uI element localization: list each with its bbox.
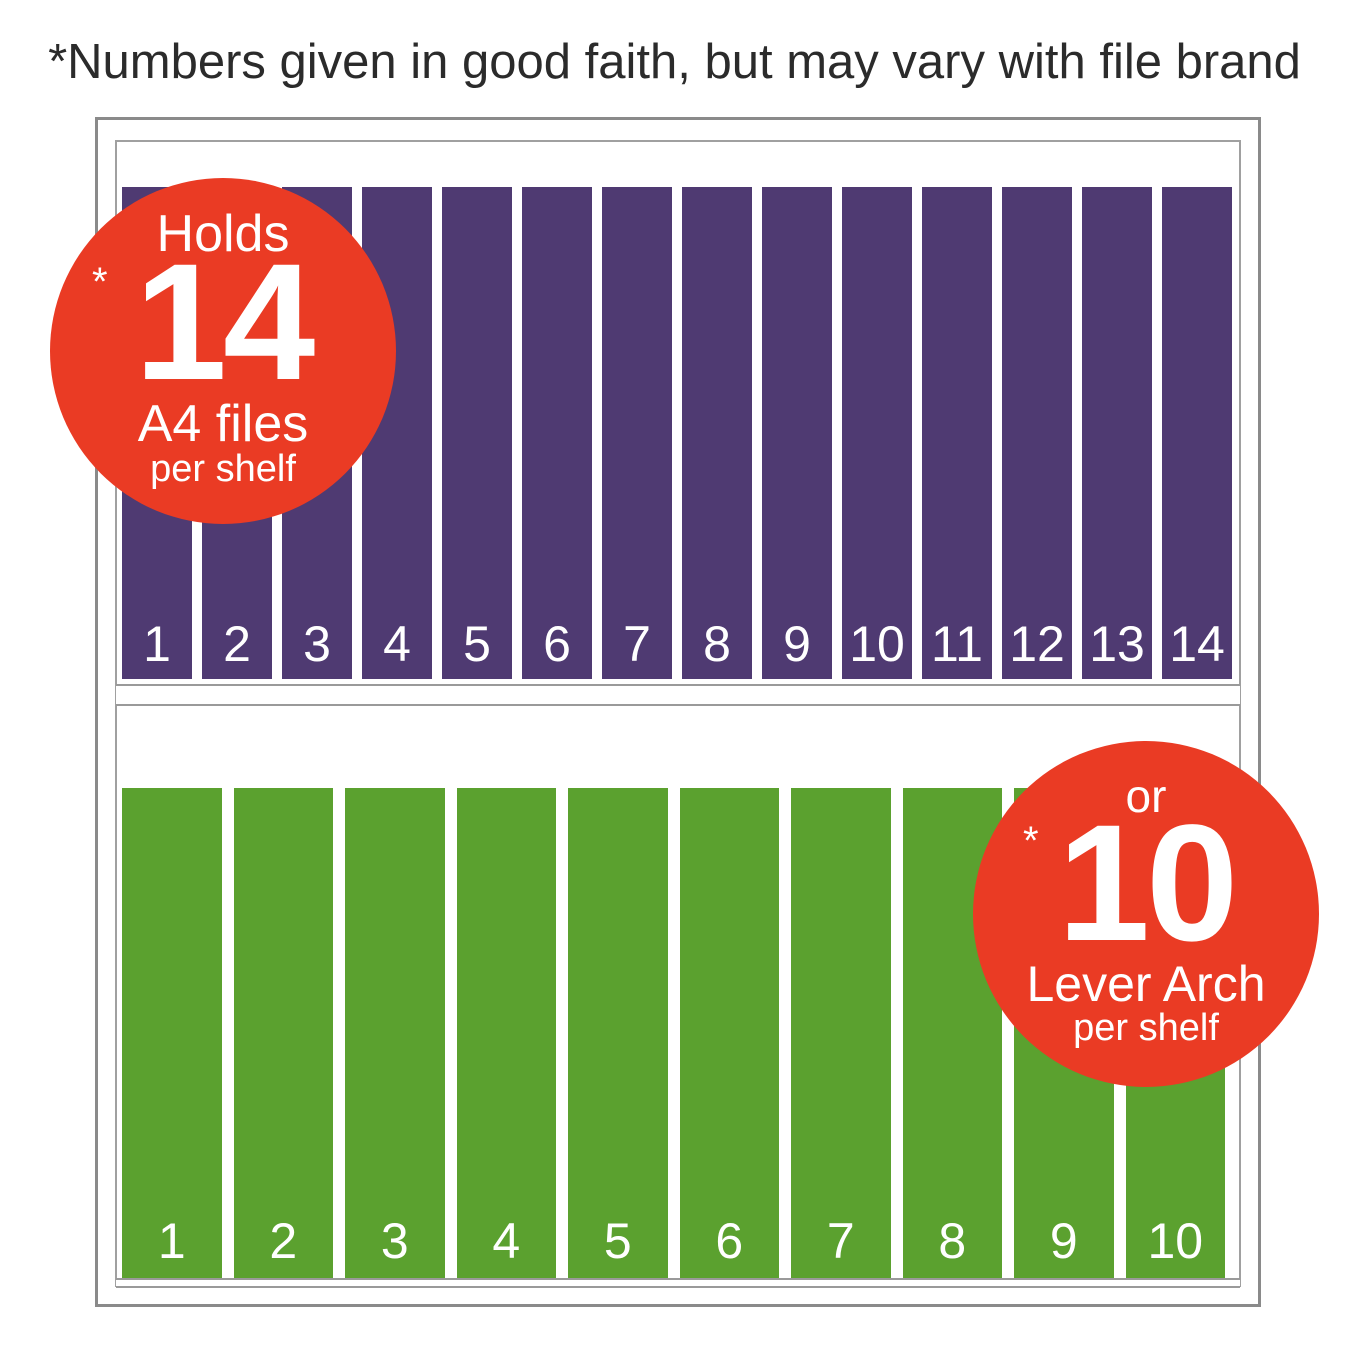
a4-file-spine: 14 [1162, 187, 1232, 679]
file-number-label: 14 [1169, 616, 1225, 672]
file-number-label: 9 [783, 616, 811, 672]
file-number-label: 12 [1009, 616, 1065, 672]
a4-file-spine: 8 [682, 187, 752, 679]
file-number-label: 5 [463, 616, 491, 672]
file-number-label: 1 [157, 1213, 186, 1269]
lever-arch-file-spine: 7 [791, 788, 891, 1280]
file-number-label: 2 [269, 1213, 298, 1269]
file-number-label: 4 [492, 1213, 521, 1269]
disclaimer-text: *Numbers given in good faith, but may va… [48, 35, 1301, 89]
file-number-label: 4 [383, 616, 411, 672]
a4-file-spine: 6 [522, 187, 592, 679]
file-number-label: 3 [303, 616, 331, 672]
file-number-label: 10 [1147, 1213, 1204, 1269]
file-number-label: 7 [826, 1213, 855, 1269]
file-number-label: 6 [543, 616, 571, 672]
badge-a4-asterisk: * [92, 260, 108, 304]
base-board [116, 1278, 1240, 1288]
middle-shelf-board [116, 684, 1240, 706]
a4-file-spine: 13 [1082, 187, 1152, 679]
a4-file-spine: 7 [602, 187, 672, 679]
file-number-label: 13 [1089, 616, 1145, 672]
file-number-label: 5 [603, 1213, 632, 1269]
badge-a4-line4: per shelf [150, 448, 296, 490]
badge-a4-line3: A4 files [137, 395, 309, 453]
file-number-label: 8 [703, 616, 731, 672]
lever-arch-file-spine: 1 [122, 788, 222, 1280]
lever-arch-file-spine: 4 [456, 788, 556, 1280]
a4-file-spine: 10 [842, 187, 912, 679]
file-number-label: 8 [938, 1213, 967, 1269]
badge-lever-line3: Lever Arch [1026, 956, 1266, 1012]
badge-lever-count: 10 [1057, 791, 1239, 976]
file-number-label: 2 [223, 616, 251, 672]
badge-lever-line1: or [1125, 770, 1167, 822]
badge-a4-count: 14 [134, 230, 316, 415]
a4-capacity-badge: Holds * 14 A4 files per shelf [50, 178, 396, 524]
file-number-label: 6 [715, 1213, 744, 1269]
file-number-label: 11 [931, 616, 983, 672]
file-number-label: 1 [143, 616, 171, 672]
file-number-label: 9 [1049, 1213, 1078, 1269]
lever-arch-file-spine: 5 [568, 788, 668, 1280]
file-number-label: 3 [380, 1213, 409, 1269]
a4-file-spine: 12 [1002, 187, 1072, 679]
lever-arch-capacity-badge: or * 10 Lever Arch per shelf [973, 741, 1319, 1087]
a4-file-spine: 9 [762, 187, 832, 679]
lever-arch-file-spine: 3 [345, 788, 445, 1280]
file-number-label: 7 [623, 616, 651, 672]
lever-arch-file-spine: 2 [233, 788, 333, 1280]
lever-arch-file-spine: 6 [679, 788, 779, 1280]
a4-file-spine: 11 [922, 187, 992, 679]
a4-file-spine: 5 [442, 187, 512, 679]
badge-lever-line4: per shelf [1073, 1007, 1219, 1049]
file-number-label: 10 [849, 616, 905, 672]
badge-lever-asterisk: * [1023, 819, 1039, 863]
badge-a4-line1: Holds [156, 205, 290, 263]
